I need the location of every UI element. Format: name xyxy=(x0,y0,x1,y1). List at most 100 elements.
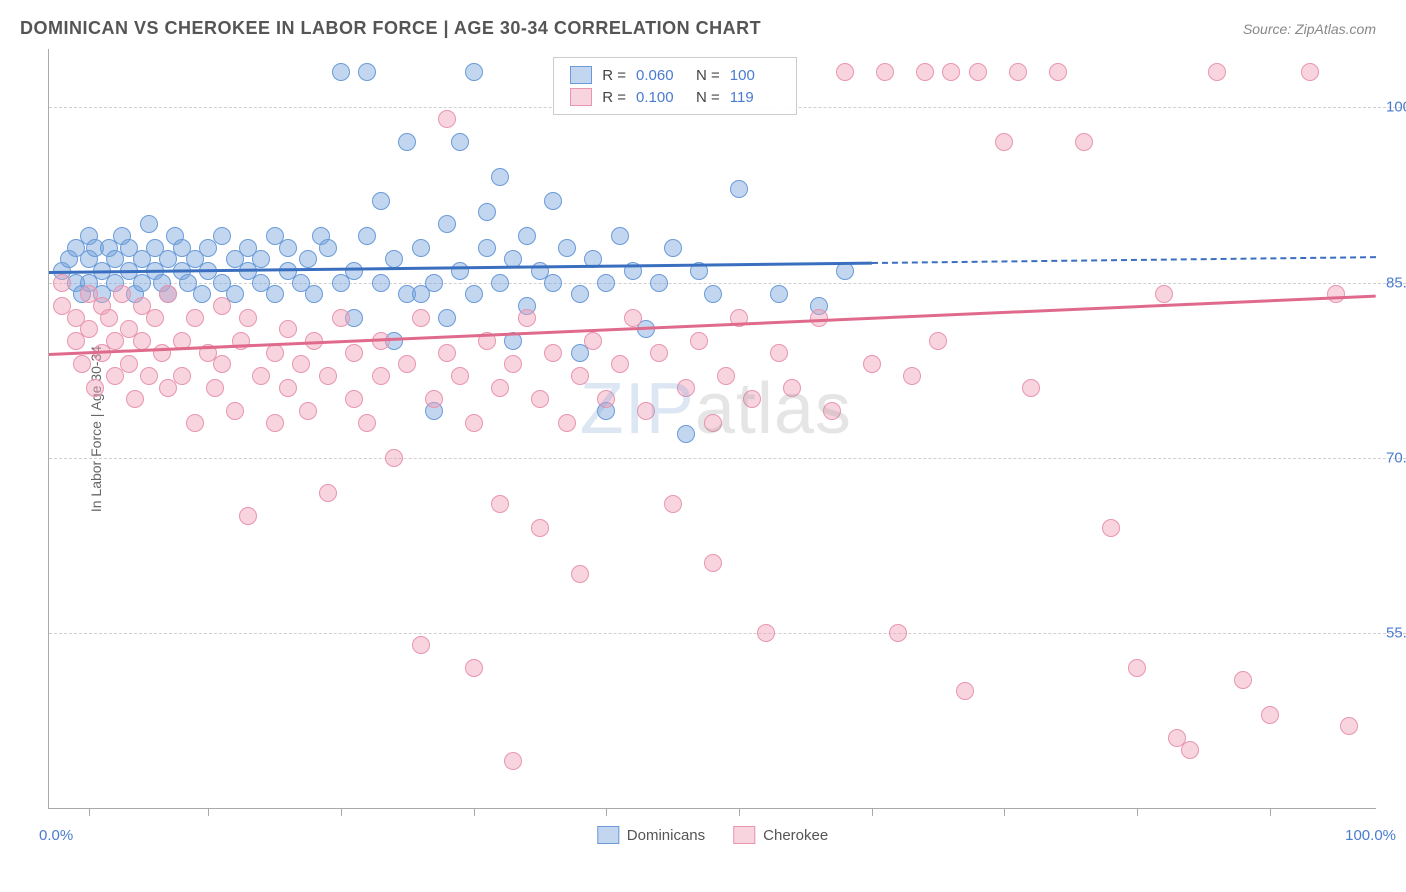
data-point xyxy=(491,168,509,186)
data-point xyxy=(451,262,469,280)
data-point xyxy=(1261,706,1279,724)
data-point xyxy=(730,180,748,198)
data-point xyxy=(252,250,270,268)
data-point xyxy=(770,285,788,303)
data-point xyxy=(80,320,98,338)
data-point xyxy=(465,414,483,432)
data-point xyxy=(995,133,1013,151)
data-point xyxy=(518,227,536,245)
data-point xyxy=(704,414,722,432)
x-axis-max-label: 100.0% xyxy=(1345,827,1396,844)
data-point xyxy=(398,355,416,373)
data-point xyxy=(504,752,522,770)
stat-r-label: R = xyxy=(602,89,626,106)
data-point xyxy=(876,63,894,81)
data-point xyxy=(140,367,158,385)
legend-stats-row: R =0.060N =100 xyxy=(570,64,780,86)
data-point xyxy=(1009,63,1027,81)
y-tick-label: 70.0% xyxy=(1386,449,1406,466)
legend-item: Cherokee xyxy=(733,826,828,844)
data-point xyxy=(425,390,443,408)
x-tick xyxy=(1270,808,1271,816)
legend-label: Dominicans xyxy=(627,827,705,844)
stat-r-value: 0.100 xyxy=(636,89,686,106)
chart-area: In Labor Force | Age 30-34 100.0%85.0%70… xyxy=(48,49,1376,809)
trend-line-dashed xyxy=(872,256,1376,264)
data-point xyxy=(412,239,430,257)
data-point xyxy=(193,285,211,303)
data-point xyxy=(743,390,761,408)
x-tick xyxy=(208,808,209,816)
data-point xyxy=(611,355,629,373)
stat-r-value: 0.060 xyxy=(636,67,686,84)
data-point xyxy=(491,274,509,292)
data-point xyxy=(279,239,297,257)
data-point xyxy=(1049,63,1067,81)
data-point xyxy=(1340,717,1358,735)
data-point xyxy=(425,274,443,292)
x-tick xyxy=(1004,808,1005,816)
legend-swatch xyxy=(733,826,755,844)
data-point xyxy=(332,309,350,327)
data-point xyxy=(438,309,456,327)
data-point xyxy=(597,390,615,408)
data-point xyxy=(372,192,390,210)
data-point xyxy=(823,402,841,420)
source-attribution: Source: ZipAtlas.com xyxy=(1243,21,1376,37)
data-point xyxy=(279,320,297,338)
data-point xyxy=(1208,63,1226,81)
data-point xyxy=(491,495,509,513)
data-point xyxy=(292,355,310,373)
data-point xyxy=(372,274,390,292)
data-point xyxy=(1022,379,1040,397)
data-point xyxy=(889,624,907,642)
data-point xyxy=(299,402,317,420)
data-point xyxy=(213,227,231,245)
gridline xyxy=(49,458,1406,459)
data-point xyxy=(412,309,430,327)
data-point xyxy=(465,659,483,677)
data-point xyxy=(213,297,231,315)
data-point xyxy=(266,414,284,432)
data-point xyxy=(358,227,376,245)
data-point xyxy=(783,379,801,397)
data-point xyxy=(412,636,430,654)
data-point xyxy=(650,344,668,362)
data-point xyxy=(120,355,138,373)
x-tick xyxy=(872,808,873,816)
data-point xyxy=(319,367,337,385)
data-point xyxy=(491,379,509,397)
data-point xyxy=(757,624,775,642)
data-point xyxy=(504,355,522,373)
x-tick xyxy=(89,808,90,816)
data-point xyxy=(146,309,164,327)
data-point xyxy=(451,133,469,151)
data-point xyxy=(226,402,244,420)
x-tick xyxy=(1137,808,1138,816)
data-point xyxy=(451,367,469,385)
legend-label: Cherokee xyxy=(763,827,828,844)
stat-n-label: N = xyxy=(696,67,720,84)
data-point xyxy=(1327,285,1345,303)
plot-area: 100.0%85.0%70.0%55.0% xyxy=(49,49,1376,808)
data-point xyxy=(942,63,960,81)
data-point xyxy=(969,63,987,81)
data-point xyxy=(929,332,947,350)
bottom-legend: Dominicans Cherokee xyxy=(597,826,828,844)
data-point xyxy=(159,285,177,303)
data-point xyxy=(1301,63,1319,81)
data-point xyxy=(113,285,131,303)
x-tick xyxy=(341,808,342,816)
data-point xyxy=(664,239,682,257)
gridline xyxy=(49,633,1406,634)
data-point xyxy=(345,390,363,408)
data-point xyxy=(531,519,549,537)
data-point xyxy=(677,425,695,443)
data-point xyxy=(544,344,562,362)
data-point xyxy=(836,63,854,81)
data-point xyxy=(531,390,549,408)
data-point xyxy=(385,250,403,268)
stat-n-value: 119 xyxy=(730,89,780,106)
data-point xyxy=(305,285,323,303)
data-point xyxy=(332,63,350,81)
